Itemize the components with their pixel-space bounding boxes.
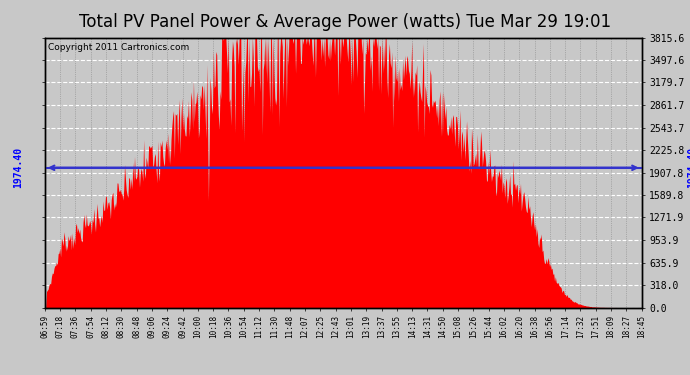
Text: 1974.40: 1974.40 — [13, 147, 23, 188]
Text: 1974.40: 1974.40 — [687, 147, 690, 188]
Text: Copyright 2011 Cartronics.com: Copyright 2011 Cartronics.com — [48, 43, 189, 52]
Text: Total PV Panel Power & Average Power (watts) Tue Mar 29 19:01: Total PV Panel Power & Average Power (wa… — [79, 13, 611, 31]
